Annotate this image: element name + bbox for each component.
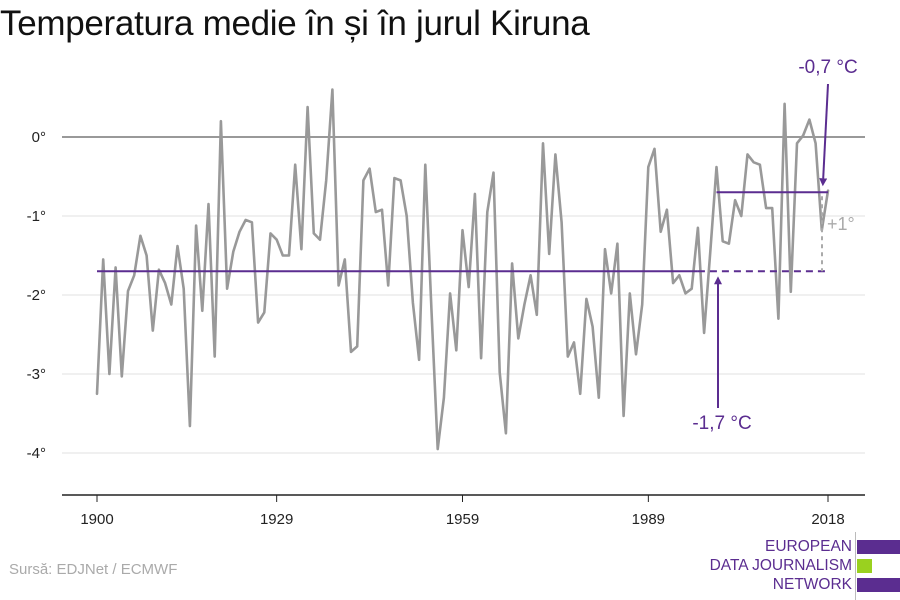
y-tick-label: -2° [27, 287, 46, 304]
series-line [95, 88, 830, 451]
x-tick-label: 1959 [446, 511, 479, 528]
logo-bar-purple-top [857, 540, 900, 554]
reference-lines [97, 191, 828, 273]
y-tick-label: 0° [32, 129, 46, 146]
series-layer [95, 88, 830, 451]
gridlines [62, 136, 865, 454]
logo-text: EUROPEAN DATA JOURNALISM NETWORK [710, 537, 852, 594]
y-axis-ticks: 0° -1° -2° -3° -4° [27, 129, 46, 462]
difference-label: +1° [827, 214, 855, 234]
logo-bar-purple-bottom [857, 578, 900, 592]
label-avg-recent: -0,7 °C [798, 57, 857, 78]
logo-line-2: DATA JOURNALISM [709, 557, 852, 574]
annotations: +1° -1,7 °C -0,7 °C [692, 57, 857, 434]
y-tick-label: -1° [27, 208, 46, 225]
y-tick-label: -3° [27, 366, 46, 383]
y-tick-label: -4° [27, 445, 46, 462]
arrow-avg-recent [819, 83, 829, 187]
logo-line-1: EUROPEAN [765, 538, 852, 555]
logo-separator [855, 532, 856, 600]
logo-line-3: NETWORK [772, 576, 852, 593]
logo-bar-green [857, 559, 872, 573]
edjnet-logo: EUROPEAN DATA JOURNALISM NETWORK [700, 532, 900, 600]
x-tick-label: 1929 [260, 511, 293, 528]
x-tick-label: 1989 [632, 511, 665, 528]
x-axis-ticks: 1900 1929 1959 1989 2018 [62, 494, 865, 528]
x-tick-label: 2018 [811, 511, 844, 528]
source-note: Sursă: EDJNet / ECMWF [9, 561, 178, 578]
x-tick-label: 1900 [80, 511, 113, 528]
label-avg-1900: -1,7 °C [692, 413, 751, 434]
chart-title: Temperatura medie în și în jurul Kiruna [0, 4, 590, 43]
